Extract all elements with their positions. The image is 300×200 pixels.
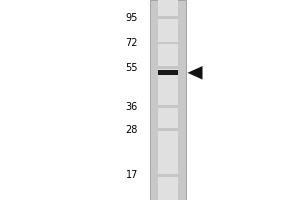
Text: 72: 72 — [125, 38, 138, 48]
Bar — [158, 174, 178, 177]
Text: 55: 55 — [125, 63, 138, 73]
Text: 36: 36 — [126, 102, 138, 112]
Text: 17: 17 — [126, 170, 138, 180]
Bar — [158, 66, 178, 69]
Bar — [158, 0, 178, 200]
Bar — [150, 0, 186, 200]
Bar — [158, 42, 178, 44]
Bar — [158, 70, 178, 75]
Polygon shape — [188, 66, 202, 80]
Bar — [158, 128, 178, 131]
Bar — [158, 105, 178, 108]
Text: 28: 28 — [126, 125, 138, 135]
Text: 95: 95 — [126, 13, 138, 23]
Bar — [158, 16, 178, 19]
